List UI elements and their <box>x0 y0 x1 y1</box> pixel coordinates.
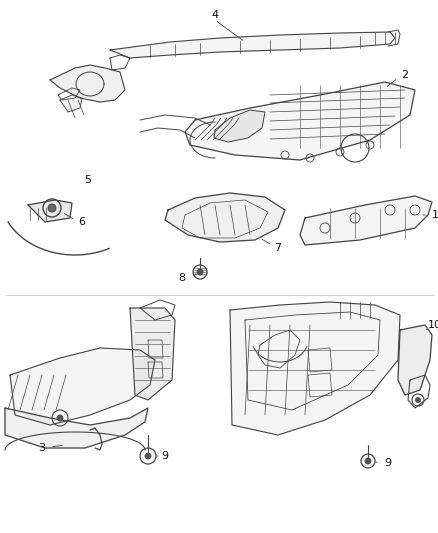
Circle shape <box>145 453 151 459</box>
Circle shape <box>57 415 63 421</box>
Text: 1: 1 <box>431 210 438 220</box>
Polygon shape <box>5 408 148 448</box>
Polygon shape <box>214 110 265 142</box>
Text: 8: 8 <box>178 273 186 283</box>
Circle shape <box>365 458 371 464</box>
Polygon shape <box>110 32 395 58</box>
Text: 3: 3 <box>39 443 46 453</box>
Text: 9: 9 <box>162 451 169 461</box>
Polygon shape <box>28 200 72 222</box>
Polygon shape <box>10 348 155 425</box>
Circle shape <box>197 269 203 275</box>
Polygon shape <box>165 193 285 242</box>
Polygon shape <box>50 65 125 102</box>
Text: 6: 6 <box>78 217 85 227</box>
Polygon shape <box>230 302 400 435</box>
Polygon shape <box>300 196 432 245</box>
Polygon shape <box>130 308 175 400</box>
Text: 7: 7 <box>275 243 282 253</box>
Polygon shape <box>60 95 82 112</box>
Text: 2: 2 <box>402 70 409 80</box>
Text: 9: 9 <box>385 458 392 468</box>
Text: 4: 4 <box>212 10 219 20</box>
Circle shape <box>48 204 56 212</box>
Circle shape <box>416 398 420 402</box>
Polygon shape <box>398 325 432 395</box>
Text: 10: 10 <box>428 320 438 330</box>
Text: 5: 5 <box>85 175 92 185</box>
Polygon shape <box>185 82 415 160</box>
